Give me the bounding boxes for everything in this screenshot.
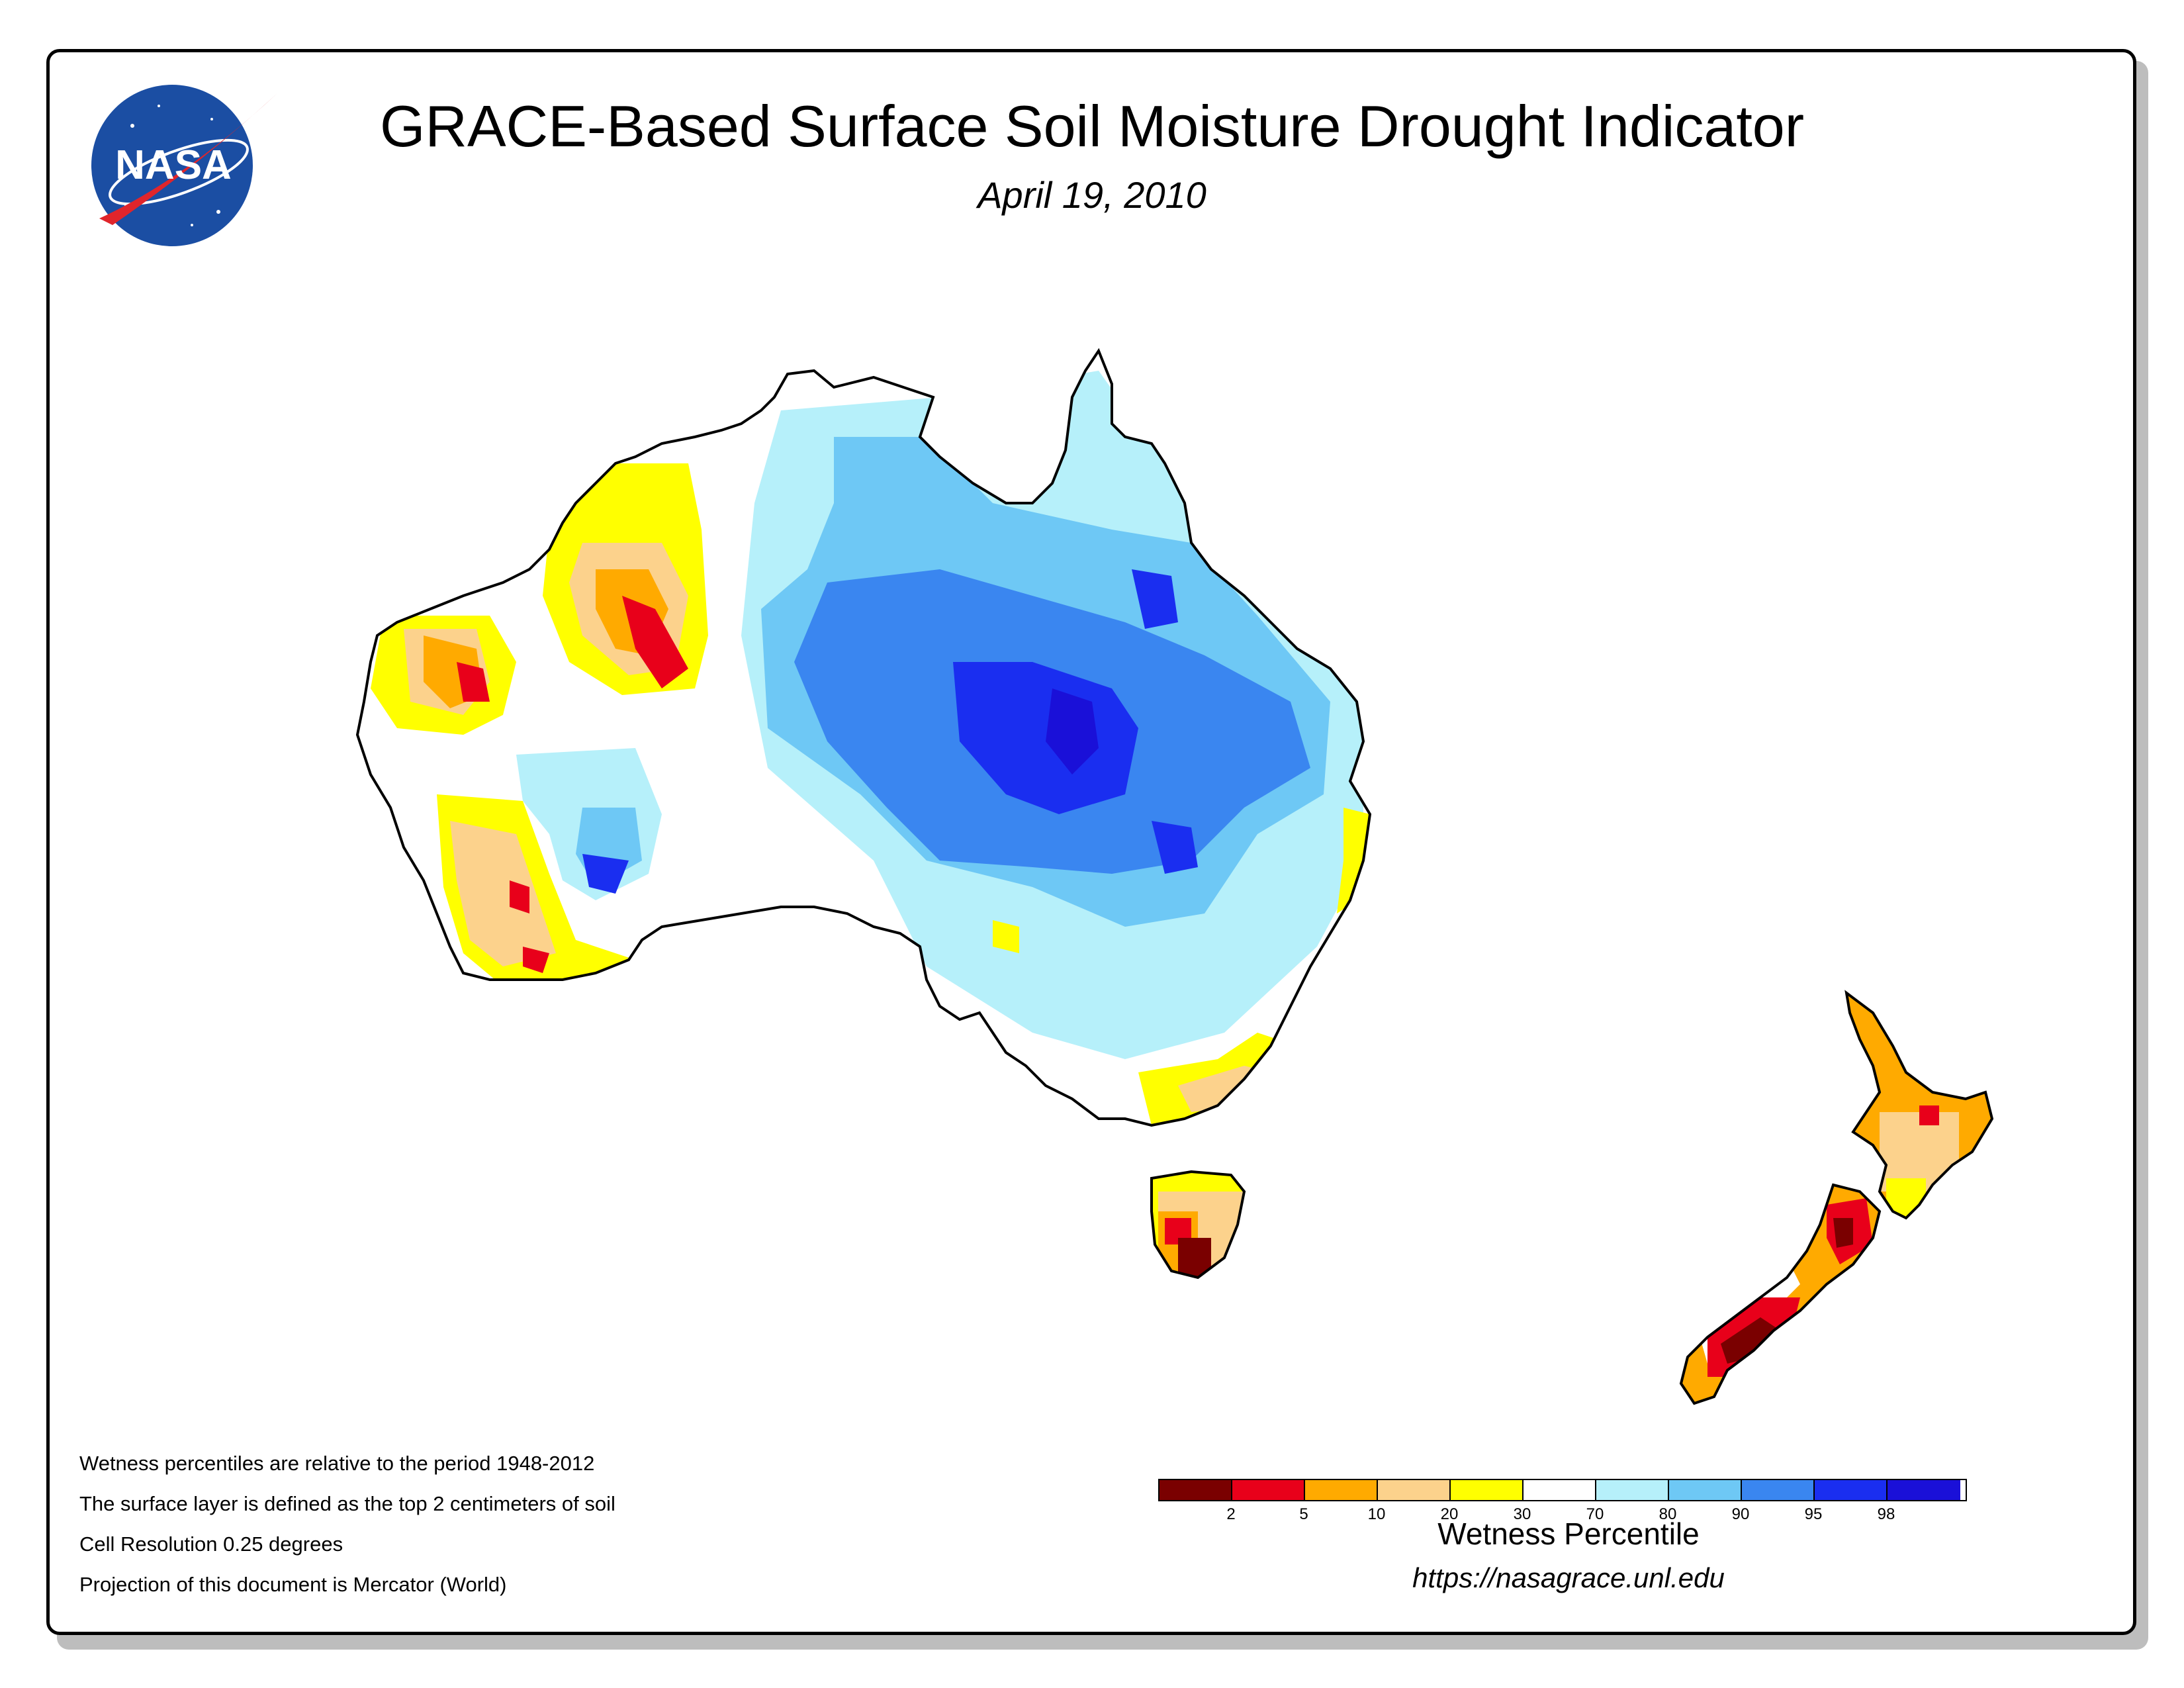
legend-swatch <box>1378 1480 1451 1500</box>
legend-swatch <box>1742 1480 1815 1500</box>
legend-swatch <box>1596 1480 1669 1500</box>
note-period: Wetness percentiles are relative to the … <box>79 1452 595 1475</box>
legend-swatch <box>1888 1480 1960 1500</box>
legend-tick-label: 30 <box>1513 1505 1531 1523</box>
soil-moisture-map <box>356 350 1994 1405</box>
nz-south-outline <box>1679 1183 1882 1405</box>
legend-tick-label: 2 <box>1226 1505 1236 1523</box>
legend-tick-label: 90 <box>1731 1505 1750 1523</box>
legend-tick-label: 80 <box>1659 1505 1677 1523</box>
note-projection: Projection of this document is Mercator … <box>79 1573 507 1596</box>
legend-tick-label: 98 <box>1877 1505 1895 1523</box>
note-surface-layer: The surface layer is defined as the top … <box>79 1492 615 1515</box>
map-notes: Wetness percentiles are relative to the … <box>79 1443 615 1605</box>
legend-swatch <box>1232 1480 1305 1500</box>
nz-north-soil-moisture <box>1846 993 1992 1218</box>
legend-ticks: 2 5 10 20 30 70 80 90 95 98 <box>1158 1501 1967 1528</box>
tasmania-soil-moisture <box>1152 1172 1244 1278</box>
legend-swatch <box>1524 1480 1596 1500</box>
map-date: April 19, 2010 <box>978 174 1206 216</box>
legend-swatch <box>1160 1480 1232 1500</box>
legend-swatch <box>1305 1480 1378 1500</box>
legend-tick-label: 5 <box>1299 1505 1308 1523</box>
source-url: https://nasagrace.unl.edu <box>1412 1562 1725 1593</box>
nz-south-soil-moisture <box>1681 1185 1880 1403</box>
note-resolution: Cell Resolution 0.25 degrees <box>79 1532 343 1556</box>
map-title: GRACE-Based Surface Soil Moisture Drough… <box>379 93 1805 159</box>
legend-title: Wetness Percentile <box>1437 1517 1700 1551</box>
nz-north-outline <box>1844 990 1994 1220</box>
australia-soil-moisture <box>357 351 1370 1125</box>
legend-tick-label: 10 <box>1367 1505 1386 1523</box>
legend-tick-label: 70 <box>1586 1505 1604 1523</box>
legend-swatch <box>1669 1480 1742 1500</box>
legend-tick-label: 95 <box>1804 1505 1823 1523</box>
legend-swatch <box>1815 1480 1888 1500</box>
nasa-logo: NASA <box>91 85 278 246</box>
legend: 2 5 10 20 30 70 80 90 95 98 <box>1158 1479 1967 1528</box>
legend-swatch <box>1451 1480 1524 1500</box>
legend-color-bar <box>1158 1479 1967 1501</box>
legend-tick-label: 20 <box>1440 1505 1459 1523</box>
tasmania-outline <box>1150 1170 1246 1280</box>
nasa-logo-text: NASA <box>115 142 232 188</box>
